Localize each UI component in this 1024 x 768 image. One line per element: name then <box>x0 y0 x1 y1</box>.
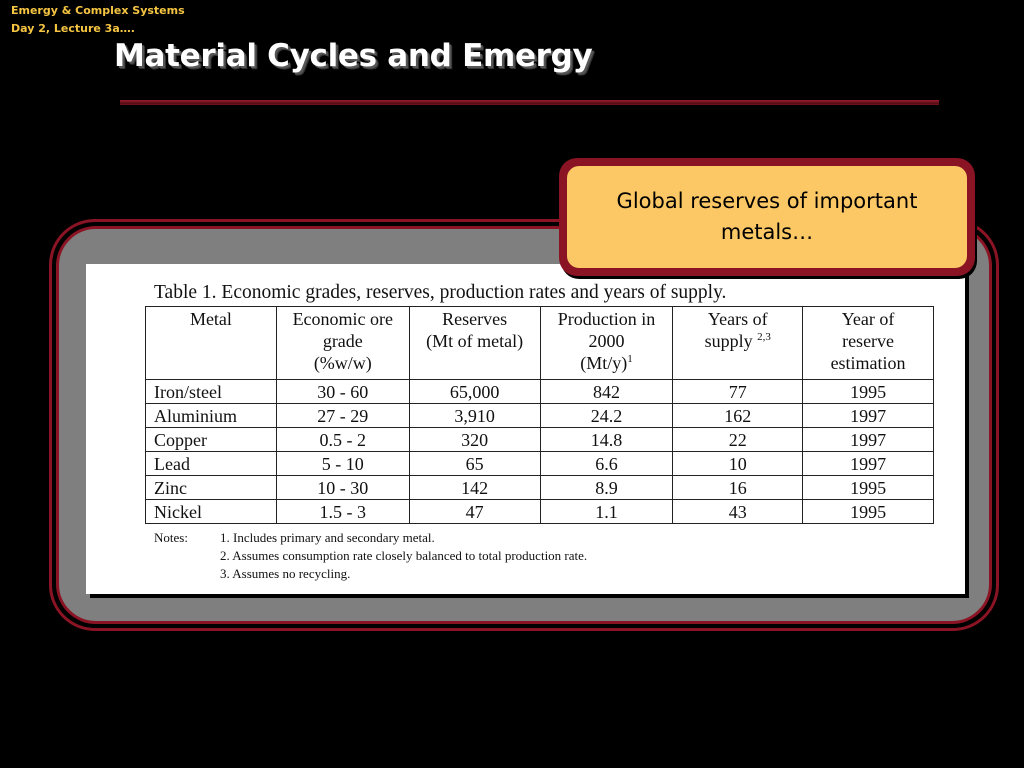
note-item: 3. Assumes no recycling. <box>220 566 351 581</box>
production-cell: 24.2 <box>539 403 674 428</box>
years-supply-cell: 16 <box>672 475 804 500</box>
note-item: 1. Includes primary and secondary metal. <box>220 530 435 545</box>
years-supply-cell: 77 <box>672 379 804 404</box>
production-cell: 14.8 <box>539 427 674 452</box>
header-production: Production in 2000 (Mt/y)1 <box>539 306 674 380</box>
production-cell: 1.1 <box>539 499 674 524</box>
estimation-year-cell: 1995 <box>802 475 934 500</box>
metal-cell: Zinc <box>145 475 277 500</box>
table-caption: Table 1. Economic grades, reserves, prod… <box>154 282 727 303</box>
metal-cell: Nickel <box>145 499 277 524</box>
metal-cell: Copper <box>145 427 277 452</box>
table-row: Zinc 10 - 30 142 8.9 16 1995 <box>145 475 934 500</box>
title-divider <box>120 100 939 104</box>
note-item: 2. Assumes consumption rate closely bala… <box>220 548 588 563</box>
notes-list: 1. Includes primary and secondary metal.… <box>220 529 587 583</box>
course-header: Emergy & Complex Systems Day 2, Lecture … <box>11 2 185 38</box>
table-header-row: Metal Economic ore grade (%w/w) Reserves… <box>145 306 934 380</box>
course-name: Emergy & Complex Systems <box>11 4 185 17</box>
reserves-cell: 65 <box>408 451 541 476</box>
reserves-cell: 142 <box>408 475 541 500</box>
production-cell: 8.9 <box>539 475 674 500</box>
estimation-year-cell: 1997 <box>802 427 934 452</box>
table-row: Nickel 1.5 - 3 47 1.1 43 1995 <box>145 499 934 524</box>
ore-grade-cell: 30 - 60 <box>275 379 410 404</box>
estimation-year-cell: 1995 <box>802 379 934 404</box>
years-supply-cell: 10 <box>672 451 804 476</box>
metal-cell: Iron/steel <box>145 379 277 404</box>
ore-grade-cell: 27 - 29 <box>275 403 410 428</box>
metal-reserves-table: Metal Economic ore grade (%w/w) Reserves… <box>145 306 934 524</box>
production-cell: 6.6 <box>539 451 674 476</box>
table-row: Lead 5 - 10 65 6.6 10 1997 <box>145 451 934 476</box>
notes-label: Notes: <box>154 530 188 545</box>
table-row: Copper 0.5 - 2 320 14.8 22 1997 <box>145 427 934 452</box>
callout-text: Global reserves of important metals… <box>616 189 918 244</box>
ore-grade-cell: 0.5 - 2 <box>275 427 410 452</box>
metal-cell: Lead <box>145 451 277 476</box>
table-row: Aluminium 27 - 29 3,910 24.2 162 1997 <box>145 403 934 428</box>
header-ore-grade: Economic ore grade (%w/w) <box>275 306 410 380</box>
slide-title: Material Cycles and Emergy <box>114 38 593 74</box>
header-years-supply: Years of supply 2,3 <box>672 306 804 380</box>
ore-grade-cell: 5 - 10 <box>275 451 410 476</box>
lecture-label: Day 2, Lecture 3a…. <box>11 22 135 35</box>
estimation-year-cell: 1997 <box>802 403 934 428</box>
reserves-cell: 47 <box>408 499 541 524</box>
years-supply-cell: 162 <box>672 403 804 428</box>
reserves-cell: 3,910 <box>408 403 541 428</box>
table-figure: Table 1. Economic grades, reserves, prod… <box>86 264 965 594</box>
production-cell: 842 <box>539 379 674 404</box>
header-metal: Metal <box>145 306 277 380</box>
callout-inner: Global reserves of important metals… <box>565 164 969 270</box>
estimation-year-cell: 1995 <box>802 499 934 524</box>
table-row: Iron/steel 30 - 60 65,000 842 77 1995 <box>145 379 934 404</box>
header-reserves: Reserves (Mt of metal) <box>408 306 541 380</box>
ore-grade-cell: 10 - 30 <box>275 475 410 500</box>
years-supply-cell: 22 <box>672 427 804 452</box>
callout-box: Global reserves of important metals… <box>559 158 975 276</box>
metal-cell: Aluminium <box>145 403 277 428</box>
years-supply-cell: 43 <box>672 499 804 524</box>
header-reserve-estimation: Year of reserve estimation <box>802 306 934 380</box>
ore-grade-cell: 1.5 - 3 <box>275 499 410 524</box>
reserves-cell: 65,000 <box>408 379 541 404</box>
reserves-cell: 320 <box>408 427 541 452</box>
estimation-year-cell: 1997 <box>802 451 934 476</box>
